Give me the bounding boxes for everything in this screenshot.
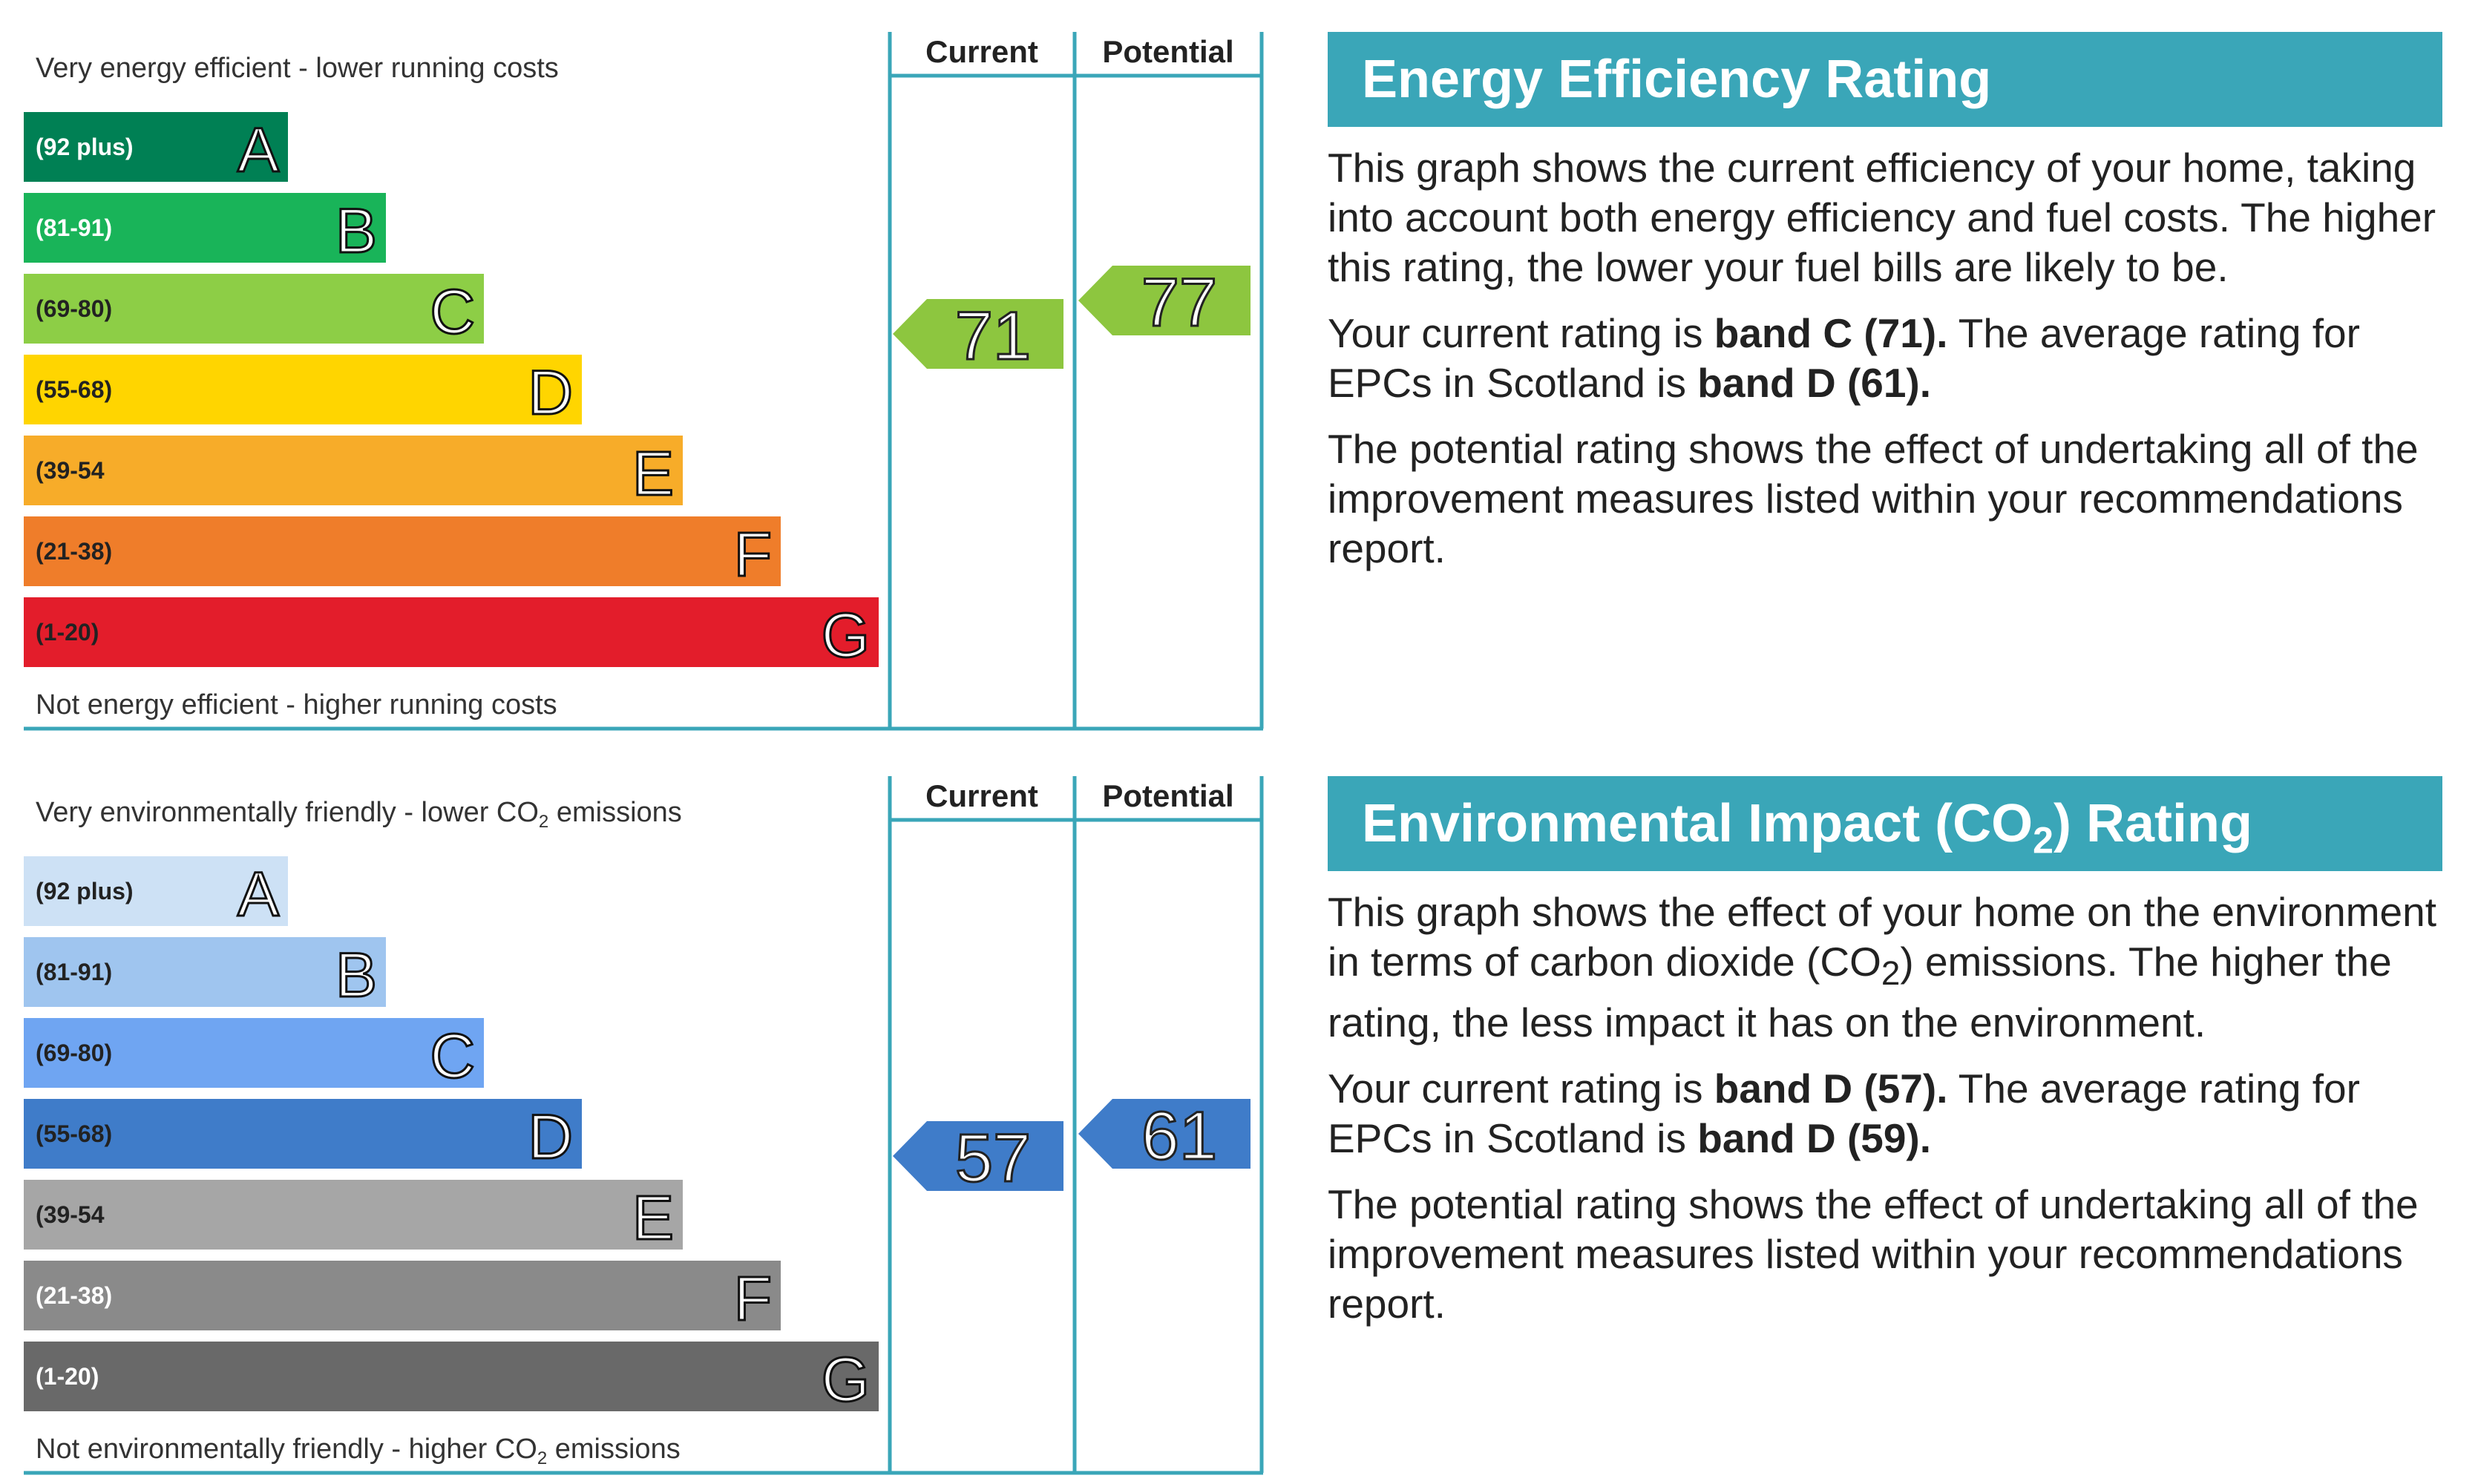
energy-efficiency-panel: Energy Efficiency Rating This graph show…: [1328, 32, 2442, 574]
rating-value-current: 71: [955, 298, 1031, 374]
rating-value-potential: 61: [1141, 1098, 1217, 1174]
band-bar-A: [24, 856, 288, 926]
band-range-B: (81-91): [36, 214, 112, 241]
column-header-potential: Potential: [1102, 34, 1233, 69]
band-letter-D: D: [528, 358, 573, 427]
band-range-A: (92 plus): [36, 134, 134, 160]
band-range-C: (69-80): [36, 295, 112, 322]
band-bar-F: [24, 1261, 781, 1330]
band-range-D: (55-68): [36, 376, 112, 403]
band-bar-G: [24, 597, 879, 667]
column-header-current: Current: [925, 34, 1038, 69]
band-bar-C: [24, 1018, 484, 1088]
band-letter-C: C: [430, 277, 475, 347]
band-letter-F: F: [734, 1264, 772, 1333]
rating-value-current: 57: [955, 1120, 1031, 1196]
column-header-current: Current: [925, 778, 1038, 813]
band-range-A: (92 plus): [36, 878, 134, 904]
band-range-G: (1-20): [36, 1363, 99, 1390]
env-panel-current-rating: Your current rating is band D (57). The …: [1328, 1066, 2360, 1161]
band-letter-E: E: [632, 1183, 674, 1252]
rating-arrow-potential: [1078, 266, 1251, 335]
column-header-potential: Potential: [1102, 778, 1233, 813]
band-range-D: (55-68): [36, 1120, 112, 1147]
band-bar-C: [24, 274, 484, 344]
rating-value-potential: 77: [1141, 265, 1217, 341]
band-letter-B: B: [335, 940, 377, 1010]
band-range-C: (69-80): [36, 1040, 112, 1066]
band-range-G: (1-20): [36, 619, 99, 646]
band-bar-D: [24, 1099, 582, 1169]
rating-charts: Very energy efficient - lower running co…: [24, 32, 1264, 1475]
band-letter-G: G: [822, 600, 870, 670]
env-panel-potential-note: The potential rating shows the effect of…: [1328, 1181, 2419, 1327]
band-letter-D: D: [528, 1102, 573, 1172]
rating-arrow-current: [893, 299, 1063, 369]
band-range-F: (21-38): [36, 1282, 112, 1309]
rating-arrow-current: [893, 1121, 1063, 1191]
band-bar-D: [24, 355, 582, 424]
band-bar-G: [24, 1342, 879, 1411]
env-panel-title: Environmental Impact (CO2) Rating: [1328, 776, 2442, 871]
band-bar-E: [24, 436, 683, 505]
energy-panel-description: This graph shows the current efficiency …: [1328, 145, 2436, 290]
band-bar-A: [24, 112, 288, 182]
chart-top-label: Very energy efficient - lower running co…: [36, 53, 559, 84]
chart-bottom-label: Not environmentally friendly - higher CO…: [36, 1434, 681, 1468]
rating-arrow-potential: [1078, 1099, 1251, 1169]
band-letter-A: A: [237, 115, 279, 185]
band-letter-F: F: [734, 519, 772, 589]
band-range-E: (39-54: [36, 1201, 105, 1228]
band-bar-F: [24, 516, 781, 586]
band-range-F: (21-38): [36, 538, 112, 565]
band-range-B: (81-91): [36, 959, 112, 985]
band-range-E: (39-54: [36, 457, 105, 484]
band-bar-E: [24, 1180, 683, 1250]
band-letter-B: B: [335, 196, 377, 266]
chart-top-label: Very environmentally friendly - lower CO…: [36, 797, 682, 832]
environmental-impact-panel: Environmental Impact (CO2) Rating This g…: [1328, 776, 2442, 1329]
band-bar-B: [24, 937, 386, 1007]
chart-bottom-label: Not energy efficient - higher running co…: [36, 689, 557, 720]
band-letter-G: G: [822, 1345, 870, 1414]
band-letter-C: C: [430, 1021, 475, 1091]
energy-panel-title: Energy Efficiency Rating: [1328, 32, 2442, 127]
band-letter-E: E: [632, 439, 674, 508]
energy-panel-current-rating: Your current rating is band C (71). The …: [1328, 310, 2360, 406]
energy-panel-potential-note: The potential rating shows the effect of…: [1328, 426, 2419, 571]
env-panel-description: This graph shows the effect of your home…: [1328, 889, 2436, 1045]
band-letter-A: A: [237, 859, 279, 929]
band-bar-B: [24, 193, 386, 263]
